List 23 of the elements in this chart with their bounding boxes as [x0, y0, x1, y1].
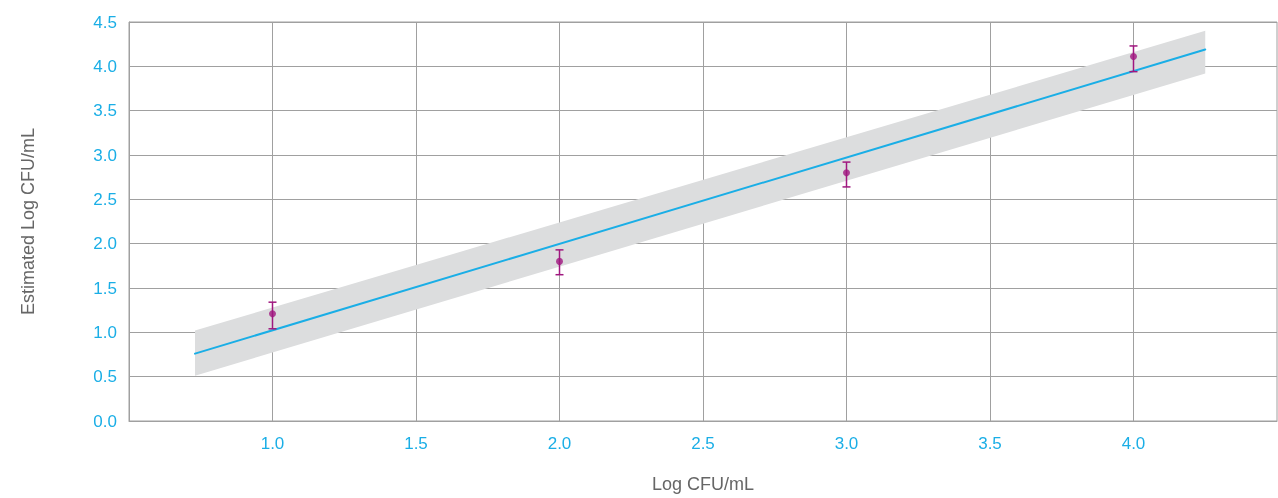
- point: [269, 310, 276, 318]
- y-tick-label: 2.0: [93, 234, 117, 254]
- x-axis-title: Log CFU/mL: [651, 474, 755, 494]
- x-tick-label: 2.5: [691, 434, 715, 453]
- x-tick-label: 1.0: [260, 434, 285, 453]
- y-tick-label: 1.0: [93, 322, 117, 342]
- x-tick-label: 3.0: [834, 434, 859, 453]
- y-tick-label: 4.5: [93, 12, 117, 32]
- x-tick-label: 4.0: [1121, 434, 1146, 453]
- x-tick-label: 3.5: [978, 434, 1002, 453]
- y-tick-label: 0.0: [93, 411, 117, 431]
- x-tick-label: 2.0: [547, 434, 572, 453]
- y-tick-label: 4.0: [93, 56, 117, 76]
- x-tick-label: 1.5: [404, 434, 428, 453]
- point: [1130, 53, 1137, 61]
- point: [556, 257, 563, 265]
- y-tick-label: 3.5: [93, 101, 117, 121]
- y-axis-title: Estimated Log CFU/mL: [18, 127, 38, 316]
- point: [843, 169, 850, 177]
- y-tick-label: 1.5: [93, 278, 117, 298]
- y-tick-label: 3.0: [93, 145, 117, 165]
- y-tick-label: 0.5: [93, 367, 117, 387]
- y-tick-label: 2.5: [93, 189, 117, 209]
